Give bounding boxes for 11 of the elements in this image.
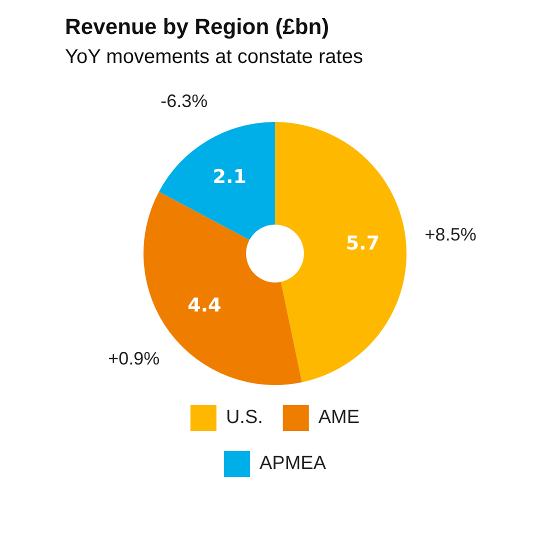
- chart-title: Revenue by Region (£bn): [65, 14, 330, 40]
- data-label: 5.7: [346, 232, 380, 254]
- text: +8.5%: [424, 224, 476, 244]
- legend-label: AME: [318, 407, 360, 428]
- data-label: 2.1: [212, 166, 246, 188]
- text: -6.3%: [160, 91, 208, 112]
- legend-label: U.S.: [226, 407, 263, 428]
- legend-label: APMEA: [259, 453, 326, 474]
- chart-subtitle: YoY movements at constate rates: [65, 46, 364, 69]
- text: +0.9%: [108, 348, 160, 368]
- data-label: 4.4: [188, 294, 222, 316]
